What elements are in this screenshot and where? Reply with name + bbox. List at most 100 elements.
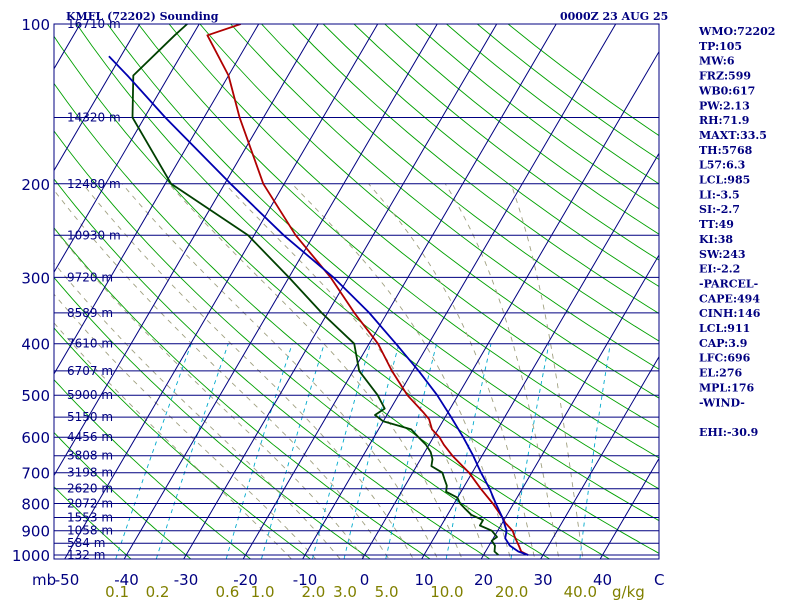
height-label: 14320 m	[67, 111, 121, 125]
isotherm-line	[540, 355, 659, 559]
index-value: LFC:696	[699, 352, 751, 365]
mixing-ratio-tick-label: 20.0	[495, 583, 528, 600]
mixing-ratio-labels: 0.1 0.2 0.6 1.0 2.0 3.0 5.0 10.0 20.0 40.0	[105, 583, 597, 600]
gkg-unit-label: g/kg	[612, 583, 645, 600]
dry-adiabat-line	[230, 24, 659, 370]
index-value: EL:276	[699, 367, 742, 380]
mixing-ratio-line	[445, 343, 492, 559]
dry-adiabat-line	[54, 431, 192, 559]
mixing-ratio-line	[115, 343, 192, 559]
index-value: MPL:176	[699, 381, 755, 394]
mixing-ratio-line	[155, 343, 229, 559]
index-value: EI:-2.2	[699, 263, 740, 276]
height-label: 9720 m	[67, 270, 113, 284]
temperature-tick-label: 0	[360, 571, 370, 589]
temperature-tick-label: 30	[533, 571, 552, 589]
mixing-ratio-line	[385, 343, 438, 559]
mixing-ratio-tick-label: 0.6	[215, 583, 239, 600]
height-label: 12480 m	[67, 177, 121, 191]
temperature-tick-label: -10	[293, 571, 318, 589]
isotherm-line	[421, 152, 659, 559]
index-value: EHI:-30.9	[699, 426, 758, 439]
pressure-tick-label: 700	[21, 465, 50, 483]
height-label: 16710 m	[67, 17, 121, 31]
moist-adiabat-line	[168, 183, 463, 559]
mixing-ratio-tick-label: 5.0	[375, 583, 399, 600]
pressure-tick-label: 1000	[12, 547, 50, 565]
dry-adiabat-line	[54, 486, 132, 559]
mb-unit-label: mb	[32, 571, 56, 589]
mixing-ratio-line	[510, 343, 550, 559]
moist-adiabat-line	[54, 189, 390, 559]
isotherms	[54, 24, 659, 559]
index-value: WMO:72202	[698, 25, 775, 38]
moist-adiabats	[54, 183, 584, 559]
moist-adiabat-line	[54, 227, 366, 559]
isotherm-line	[54, 24, 200, 274]
temperature-profile-line	[206, 24, 529, 556]
isotherm-line	[54, 24, 319, 477]
height-label: 3198 m	[67, 466, 113, 480]
moist-adiabat-line	[291, 183, 512, 559]
isotherm-line	[123, 24, 438, 559]
index-value: FRZ:599	[699, 70, 751, 83]
index-value: RH:71.9	[699, 114, 749, 127]
height-label: 10930 m	[67, 228, 121, 242]
temperature-tick-label: -20	[233, 571, 258, 589]
index-value: LCL:985	[699, 174, 750, 187]
moist-adiabat-line	[368, 183, 536, 559]
isotherm-line	[64, 24, 379, 559]
mixing-ratio-tick-label: 2.0	[301, 583, 325, 600]
mixing-ratio-line	[579, 343, 611, 559]
mixing-ratio-line	[225, 343, 293, 559]
dry-adiabat-line	[353, 24, 659, 261]
isotherm-line	[480, 254, 659, 559]
pressure-tick-label: 400	[21, 336, 50, 354]
dry-adiabats	[54, 24, 659, 559]
dry-adiabat-line	[199, 24, 659, 399]
index-value: L57:6.3	[699, 159, 745, 172]
index-value: KI:38	[699, 233, 733, 246]
mixing-ratio-tick-label: 0.1	[105, 583, 129, 600]
isotherm-line	[54, 24, 141, 172]
index-value: MAXT:33.5	[699, 129, 767, 142]
dry-adiabat-line	[137, 24, 659, 459]
isotherm-line	[361, 50, 659, 559]
dry-adiabat-line	[54, 379, 252, 559]
moist-adiabat-line	[444, 183, 560, 559]
pressure-tick-label: 100	[21, 16, 50, 34]
mixing-ratio-line	[311, 343, 371, 559]
index-value: CINH:146	[699, 307, 761, 320]
mixing-ratio-lines	[115, 343, 611, 559]
celsius-unit-label: C	[654, 571, 664, 589]
plot-frame	[53, 23, 660, 560]
chart-title: KMFL (72202) Sounding	[66, 10, 219, 23]
height-label: 3808 m	[67, 449, 113, 463]
moist-adiabat-line	[54, 322, 293, 559]
dry-adiabat-line	[76, 24, 659, 522]
height-label: 2620 m	[67, 482, 113, 496]
pressure-tick-label: 200	[21, 176, 50, 194]
pressure-tick-label: 900	[21, 523, 50, 541]
height-label: 8589 m	[67, 306, 113, 320]
dry-adiabat-line	[54, 178, 491, 559]
index-value: -WIND-	[699, 396, 745, 409]
height-label: 4456 m	[67, 430, 113, 444]
moist-adiabat-line	[82, 183, 414, 559]
height-label: 5900 m	[67, 388, 113, 402]
index-value: SI:-2.7	[699, 203, 740, 216]
dry-adiabat-line	[322, 24, 659, 288]
mixing-ratio-tick-label: 40.0	[564, 583, 597, 600]
index-value: LCL:911	[699, 322, 750, 335]
height-label: 7610 m	[67, 337, 113, 351]
parcel-profile-line	[108, 55, 529, 556]
temperature-tick-label: -50	[55, 571, 80, 589]
dry-adiabat-line	[292, 24, 659, 315]
isotherm-line	[54, 24, 260, 375]
sounding-profiles	[108, 24, 529, 556]
index-value: TT:49	[699, 218, 734, 231]
dry-adiabat-line	[54, 35, 659, 554]
isotherm-line	[302, 24, 617, 559]
chart-time: 0000Z 23 AUG 25	[560, 10, 668, 23]
